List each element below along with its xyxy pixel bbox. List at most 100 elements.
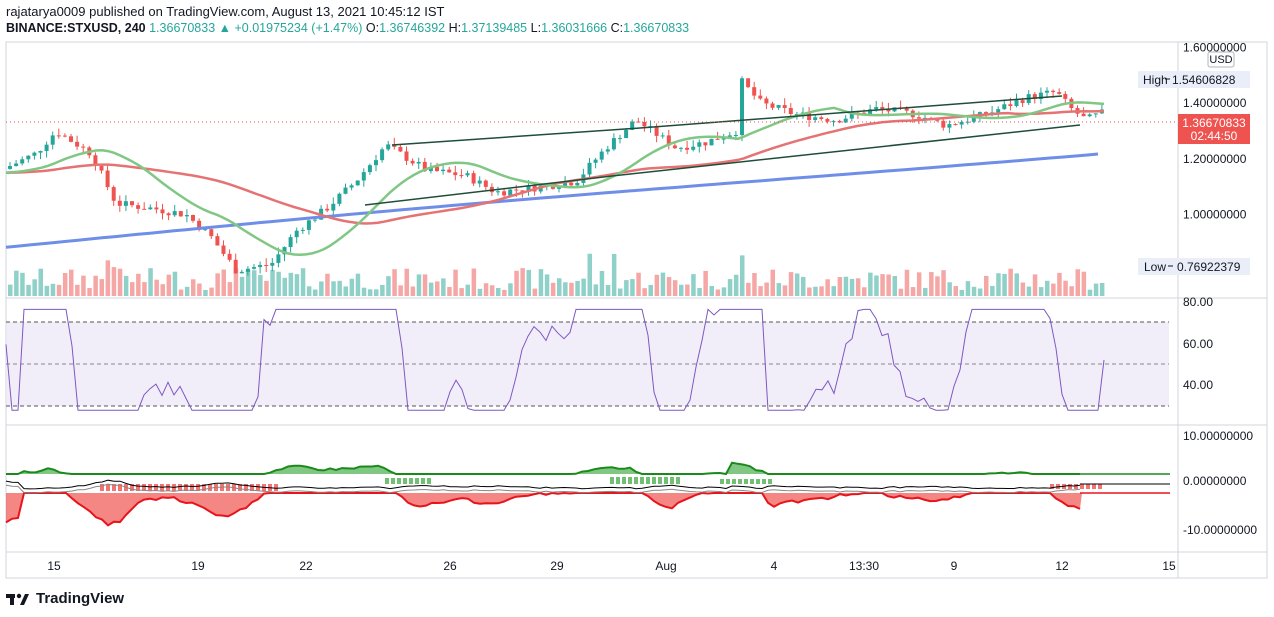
- candle-body: [258, 264, 263, 268]
- bar-countdown: 02:44:50: [1191, 129, 1238, 143]
- candle-body: [874, 107, 879, 110]
- candle-body: [166, 213, 171, 216]
- candle-body: [380, 149, 385, 161]
- volume-bar: [1026, 286, 1032, 296]
- trendline-2-lower[interactable]: [611, 124, 1081, 177]
- candle-body: [160, 209, 165, 214]
- high-label: H:: [448, 21, 462, 35]
- candle-body: [843, 118, 848, 123]
- candle-body: [1002, 104, 1007, 110]
- volume-bar: [794, 273, 800, 296]
- histogram-bar: [106, 484, 110, 491]
- volume-bar: [386, 276, 391, 296]
- histogram-bar: [130, 484, 134, 491]
- candle-body: [740, 78, 744, 136]
- histogram-bar: [664, 477, 668, 484]
- histogram-bar: [1092, 484, 1096, 489]
- chart-frame: [5, 41, 1268, 579]
- volume-bar: [1069, 286, 1074, 296]
- high-badge-value: 1.54606828: [1172, 73, 1236, 87]
- oscillator-tick-label: 0.00000000: [1183, 474, 1247, 488]
- volume-bar: [984, 275, 989, 296]
- histogram-bar: [196, 484, 200, 491]
- candle-body: [221, 245, 226, 254]
- histogram-bar: [768, 479, 772, 484]
- candle-body: [276, 254, 281, 263]
- volume-bar: [367, 289, 373, 296]
- candle-body: [813, 117, 818, 120]
- candle-body: [62, 135, 67, 137]
- volume-bar: [941, 270, 946, 296]
- ohlc-line: BINANCE:STXUSD, 240 1.36670833 ▲ +0.0197…: [6, 21, 689, 35]
- volume-bar: [996, 273, 1001, 296]
- volume-bar: [563, 282, 568, 296]
- volume-bar: [880, 274, 885, 296]
- histogram-bar: [652, 477, 656, 484]
- volume-bar: [69, 269, 74, 296]
- histogram-bar: [421, 478, 425, 484]
- volume-bar: [1063, 280, 1068, 296]
- change: ▲ +0.01975234 (+1.47%): [218, 21, 363, 35]
- volume-bar: [502, 289, 507, 296]
- volume-bar: [1087, 289, 1093, 296]
- volume-bar: [20, 272, 25, 296]
- volume-bar: [685, 284, 690, 296]
- published-line: rajatarya0009 published on TradingView.c…: [6, 4, 445, 19]
- candle-body: [1081, 113, 1086, 117]
- volume-bar: [666, 277, 672, 296]
- volume-bar: [947, 282, 952, 296]
- candle-body: [703, 142, 708, 146]
- volume-bar: [868, 272, 873, 296]
- volume-bar: [477, 288, 483, 296]
- oscillator-tick-label: -10.00000000: [1183, 523, 1257, 537]
- volume-bar: [337, 280, 342, 296]
- volume-bar: [752, 273, 757, 296]
- volume-bar: [306, 286, 312, 296]
- candle-body: [660, 135, 665, 137]
- volume-bar: [203, 289, 208, 296]
- candle-body: [837, 120, 842, 123]
- trendline-2-upper[interactable]: [639, 95, 1063, 129]
- currency-badge[interactable]: [1207, 51, 1235, 68]
- volume-bar: [14, 270, 19, 296]
- histogram-bar: [244, 484, 248, 491]
- histogram-bar: [670, 477, 674, 484]
- time-tick-label: 15: [47, 559, 61, 573]
- volume-bar: [111, 267, 117, 296]
- volume-bar: [679, 284, 684, 296]
- candle-body: [1020, 100, 1025, 104]
- volume-bar: [221, 269, 226, 296]
- histogram-bar: [136, 484, 140, 491]
- histogram-bar: [756, 479, 760, 484]
- candle-body: [300, 229, 305, 231]
- candle-body: [770, 103, 775, 108]
- candle-body: [8, 166, 12, 169]
- time-tick-label: 22: [299, 559, 313, 573]
- time-tick-label: 4: [771, 559, 778, 573]
- candle-body: [337, 193, 342, 204]
- candle-body: [1057, 92, 1062, 94]
- volume-bar: [136, 273, 141, 296]
- candle-body: [172, 211, 177, 216]
- volume-bar: [489, 285, 495, 296]
- low-badge-label: Low: [1144, 260, 1166, 274]
- histogram-bar: [142, 484, 146, 491]
- trendline-1-upper[interactable]: [391, 127, 641, 146]
- candle-body: [685, 147, 690, 150]
- currency-label: USD: [1209, 54, 1232, 66]
- histogram-bar: [720, 479, 724, 484]
- candle-body: [374, 160, 378, 166]
- candle-body: [587, 162, 592, 175]
- candle-body: [294, 230, 299, 238]
- histogram-bar: [118, 484, 122, 491]
- volume-bar: [776, 283, 782, 296]
- tradingview-brand[interactable]: TradingView: [6, 590, 124, 607]
- candle-body: [868, 109, 873, 115]
- trendline-1-lower[interactable]: [364, 175, 613, 206]
- volume-bar: [154, 279, 159, 296]
- candle-body: [496, 191, 500, 193]
- volume-bar: [575, 280, 580, 296]
- volume-bar: [624, 280, 629, 296]
- volume-bar: [898, 288, 904, 296]
